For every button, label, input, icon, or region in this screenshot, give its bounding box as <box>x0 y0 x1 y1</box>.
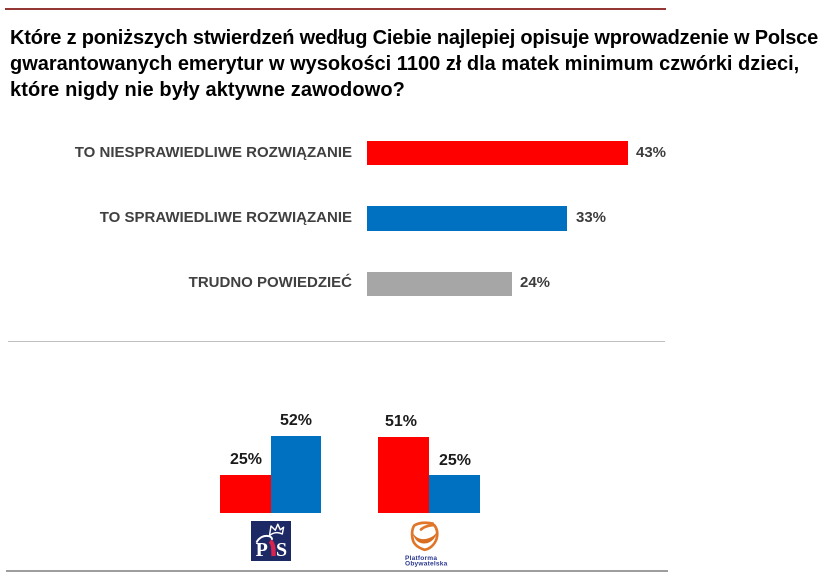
svg-text:Obywatelska: Obywatelska <box>405 561 448 568</box>
svg-text:S: S <box>276 539 287 561</box>
svg-text:Platforma: Platforma <box>405 555 437 562</box>
